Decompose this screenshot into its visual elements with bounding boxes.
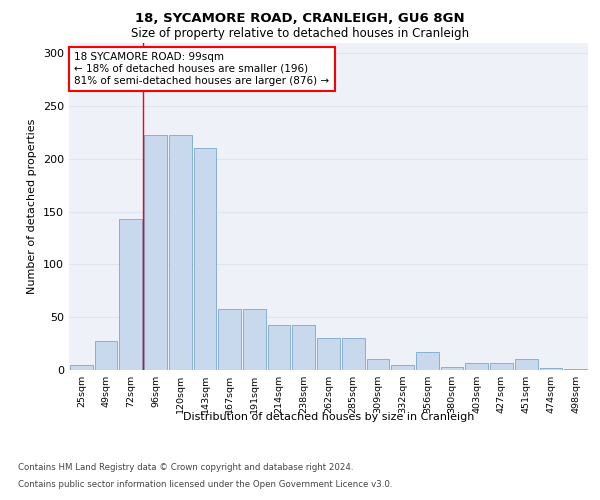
Bar (292, 324, 315, 370)
Text: 18 SYCAMORE ROAD: 99sqm
← 18% of detached houses are smaller (196)
81% of semi-d: 18 SYCAMORE ROAD: 99sqm ← 18% of detache… (74, 52, 329, 86)
Bar (539, 368, 562, 370)
Text: Contains HM Land Registry data © Crown copyright and database right 2024.: Contains HM Land Registry data © Crown c… (18, 464, 353, 472)
Bar (194, 148, 216, 370)
Bar (218, 308, 241, 370)
Bar (119, 219, 142, 370)
Text: Distribution of detached houses by size in Cranleigh: Distribution of detached houses by size … (183, 412, 475, 422)
Bar (367, 360, 389, 370)
Bar (95, 342, 118, 370)
Bar (268, 324, 290, 370)
Bar (70, 364, 93, 370)
Text: 18, SYCAMORE ROAD, CRANLEIGH, GU6 8GN: 18, SYCAMORE ROAD, CRANLEIGH, GU6 8GN (135, 12, 465, 26)
Text: Size of property relative to detached houses in Cranleigh: Size of property relative to detached ho… (131, 28, 469, 40)
Bar (466, 362, 488, 370)
Bar (416, 352, 439, 370)
Bar (490, 362, 513, 370)
Y-axis label: Number of detached properties: Number of detached properties (28, 118, 37, 294)
Bar (144, 136, 167, 370)
Bar (317, 338, 340, 370)
Bar (243, 308, 266, 370)
Bar (391, 364, 414, 370)
Bar (441, 367, 463, 370)
Bar (515, 360, 538, 370)
Bar (342, 338, 365, 370)
Text: Contains public sector information licensed under the Open Government Licence v3: Contains public sector information licen… (18, 480, 392, 489)
Bar (169, 136, 191, 370)
Bar (564, 369, 587, 370)
